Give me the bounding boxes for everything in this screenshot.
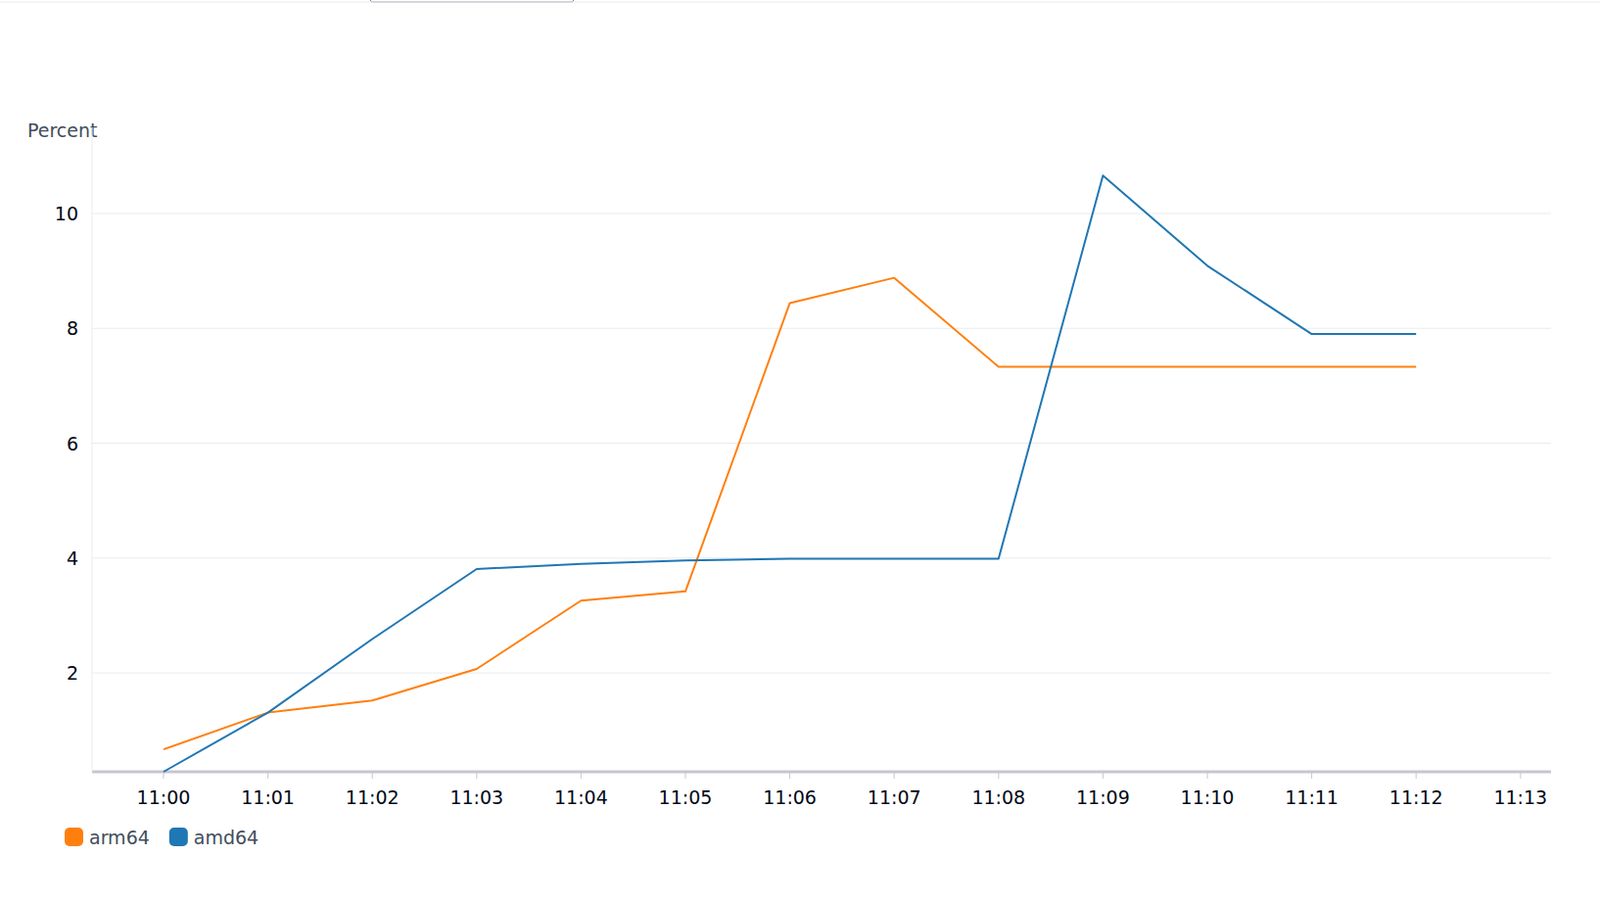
y-axis-label: Percent — [27, 119, 98, 142]
grid-line — [92, 672, 1552, 674]
y-tick-label: 6 — [66, 432, 79, 455]
x-tick-label: 11:02 — [345, 786, 400, 808]
x-tick-label: 11:04 — [554, 786, 609, 808]
x-tick — [580, 771, 582, 779]
chart-container: Percent 2 4 6 8 10 11:00 11:01 11:02 11:03 11:04 11… — [0, 0, 1600, 903]
x-tick — [1519, 771, 1521, 779]
x-tick-label: 11:13 — [1493, 786, 1548, 808]
x-tick-label: 11:12 — [1389, 786, 1444, 808]
top-border — [0, 1, 1600, 3]
x-tick — [685, 771, 687, 779]
x-tick-label: 11:05 — [658, 786, 713, 808]
legend-swatch — [64, 827, 84, 847]
x-tick — [789, 771, 791, 779]
grid-line — [92, 212, 1552, 214]
x-tick — [372, 771, 374, 779]
x-tick — [163, 771, 165, 779]
x-tick — [1311, 771, 1313, 779]
series-line — [163, 278, 1416, 750]
y-tick-label: 8 — [66, 317, 79, 339]
x-tick — [894, 771, 895, 779]
legend-label: amd64 — [193, 826, 259, 848]
x-tick-label: 11:03 — [449, 786, 504, 808]
series-line — [163, 175, 1416, 772]
x-tick — [1102, 771, 1104, 779]
x-tick — [1415, 771, 1417, 779]
y-axis-line — [92, 127, 94, 772]
x-tick-label: 11:07 — [867, 786, 922, 808]
legend-swatch — [169, 827, 189, 847]
y-tick-label: 10 — [54, 202, 79, 225]
x-tick-label: 11:10 — [1180, 786, 1235, 808]
x-axis-line — [92, 770, 1552, 774]
grid-line — [92, 328, 1552, 330]
plot-area — [163, 175, 1416, 772]
x-tick-label: 11:01 — [240, 786, 295, 808]
y-tick-label: 2 — [66, 661, 79, 684]
x-tick-label: 11:06 — [762, 786, 817, 808]
x-tick-label: 11:08 — [971, 786, 1026, 808]
x-tick — [1207, 771, 1209, 779]
grid-line — [92, 442, 1552, 444]
x-tick-label: 11:11 — [1284, 786, 1339, 808]
legend-label: arm64 — [89, 826, 150, 848]
x-tick — [267, 771, 269, 779]
y-tick-label: 4 — [66, 547, 79, 569]
x-tick-label: 11:00 — [137, 786, 191, 808]
chart-svg: Percent 2 4 6 8 10 11:00 11:01 11:02 11:03 11:04 11… — [0, 0, 1600, 903]
x-tick — [475, 771, 477, 779]
x-tick-label: 11:09 — [1076, 786, 1130, 808]
x-tick — [997, 771, 999, 779]
